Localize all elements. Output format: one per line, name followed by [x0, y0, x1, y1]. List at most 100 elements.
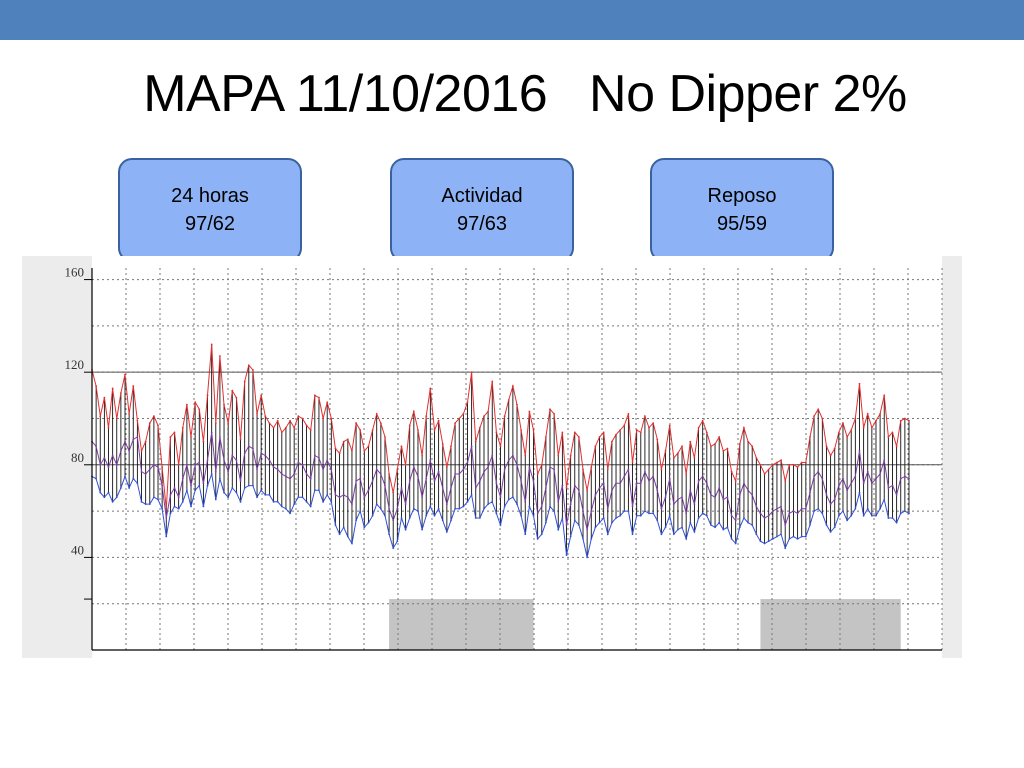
- data-point-systolic: [235, 396, 238, 399]
- data-point-mean: [305, 473, 308, 475]
- data-point-diastolic: [190, 505, 192, 508]
- data-point-systolic: [375, 412, 378, 415]
- data-point-mean: [631, 505, 634, 508]
- data-point-diastolic: [866, 507, 869, 510]
- data-point-mean: [268, 459, 271, 462]
- data-point-mean: [478, 480, 481, 482]
- data-point-systolic: [400, 445, 403, 448]
- data-point-systolic: [771, 463, 774, 466]
- data-point-systolic: [644, 415, 646, 418]
- data-point-diastolic: [462, 505, 465, 508]
- data-point-diastolic: [285, 507, 287, 510]
- data-point-mean: [128, 449, 131, 452]
- data-point-diastolic: [672, 533, 675, 536]
- data-point-diastolic: [718, 521, 721, 524]
- data-point-systolic: [326, 401, 329, 404]
- data-point-systolic: [297, 415, 300, 418]
- data-point-diastolic: [375, 503, 378, 506]
- data-point-mean: [887, 487, 890, 489]
- data-point-systolic: [429, 387, 432, 390]
- stat-label: Reposo: [707, 185, 777, 207]
- data-point-diastolic: [623, 510, 626, 512]
- data-point-mean: [664, 496, 667, 499]
- stat-label: Actividad: [441, 185, 523, 207]
- data-point-systolic: [140, 449, 143, 452]
- data-point-mean: [668, 477, 671, 480]
- data-point-systolic: [627, 412, 630, 415]
- data-point-diastolic: [425, 514, 428, 517]
- data-point-mean: [623, 475, 626, 478]
- data-point-systolic: [396, 468, 399, 471]
- data-point-systolic: [780, 459, 782, 462]
- data-point-systolic: [128, 412, 131, 415]
- data-point-mean: [714, 496, 716, 499]
- data-point-diastolic: [619, 514, 622, 517]
- data-point-mean: [875, 477, 877, 480]
- data-point-mean: [227, 470, 230, 473]
- data-point-mean: [598, 487, 601, 489]
- data-point-systolic: [524, 454, 527, 457]
- data-point-mean: [400, 487, 403, 489]
- data-point-diastolic: [627, 510, 630, 512]
- data-point-mean: [763, 517, 766, 519]
- data-point-systolic: [639, 431, 642, 434]
- data-point-diastolic: [177, 507, 180, 510]
- data-point-mean: [119, 449, 122, 452]
- data-point-mean: [243, 452, 246, 455]
- data-point-diastolic: [553, 510, 556, 512]
- data-point-diastolic: [879, 507, 882, 510]
- data-point-systolic: [866, 412, 869, 415]
- data-point-systolic: [445, 466, 448, 469]
- data-point-mean: [520, 480, 523, 482]
- data-point-diastolic: [701, 512, 704, 515]
- data-point-mean: [656, 489, 659, 492]
- data-point-mean: [540, 505, 543, 508]
- data-point-systolic: [223, 403, 225, 406]
- data-point-systolic: [714, 443, 716, 445]
- data-point-systolic: [404, 463, 407, 466]
- data-point-systolic: [293, 426, 296, 429]
- data-point-systolic: [359, 429, 362, 431]
- data-point-mean: [115, 463, 118, 466]
- data-point-systolic: [895, 445, 898, 448]
- data-point-diastolic: [412, 507, 415, 510]
- data-point-diastolic: [293, 503, 296, 506]
- data-point-systolic: [107, 426, 110, 429]
- data-point-systolic: [751, 445, 754, 448]
- data-point-mean: [780, 505, 782, 508]
- data-point-mean: [879, 473, 882, 475]
- data-point-systolic: [437, 419, 440, 422]
- data-point-mean: [421, 496, 423, 499]
- data-point-mean: [272, 466, 275, 469]
- data-point-diastolic: [895, 521, 898, 524]
- data-point-mean: [280, 473, 283, 475]
- data-point-mean: [152, 463, 155, 466]
- y-tick-label: 40: [71, 542, 84, 557]
- data-point-mean: [594, 493, 597, 496]
- data-point-diastolic: [631, 533, 634, 536]
- data-point-systolic: [247, 364, 250, 367]
- data-point-mean: [297, 461, 300, 464]
- data-point-systolic: [264, 415, 267, 418]
- data-point-systolic: [672, 456, 675, 459]
- data-point-diastolic: [738, 526, 741, 529]
- data-point-mean: [681, 496, 683, 499]
- data-point-mean: [788, 512, 791, 515]
- stat-box-24-horas: 24 horas 97/62: [118, 158, 302, 262]
- data-point-systolic: [256, 412, 258, 415]
- data-point-diastolic: [796, 537, 799, 540]
- data-point-mean: [169, 493, 172, 496]
- data-point-diastolic: [111, 500, 114, 503]
- data-point-systolic: [837, 431, 840, 434]
- data-point-diastolic: [115, 496, 118, 499]
- data-point-systolic: [289, 419, 291, 422]
- data-point-mean: [198, 461, 201, 464]
- data-point-systolic: [219, 355, 221, 357]
- data-point-systolic: [738, 443, 741, 445]
- data-point-mean: [173, 487, 176, 489]
- data-point-diastolic: [883, 498, 886, 501]
- data-point-diastolic: [297, 496, 300, 499]
- data-point-systolic: [734, 480, 737, 482]
- data-point-diastolic: [681, 526, 683, 529]
- stat-value: 97/63: [456, 213, 508, 235]
